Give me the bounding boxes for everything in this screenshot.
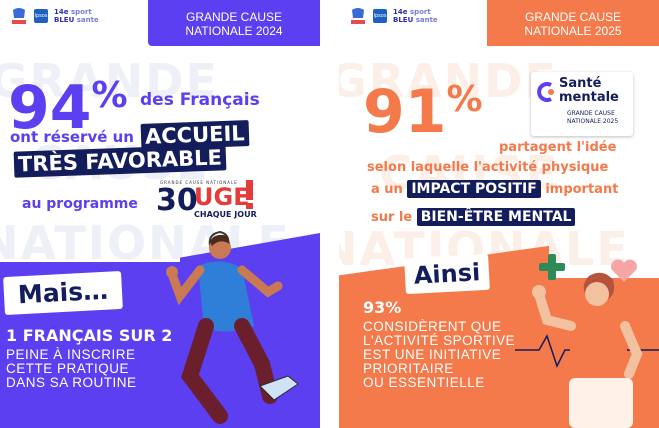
big-number: 94 [8, 73, 92, 143]
band-line-2: NATIONALE 2025 [524, 24, 622, 38]
big-percentage: 94% [8, 75, 128, 139]
stat-block: 1 FRANÇAIS SUR 2 PEINE À INSCRIRE CETTE … [6, 326, 172, 390]
stat-line-1: PEINE À INSCRIRE [6, 347, 136, 362]
line-b-text: ont réservé un [10, 128, 134, 146]
line-d-pre: sur le [371, 210, 413, 225]
ainsi-label: Ainsi [404, 253, 490, 295]
stat-line-5: OU ESSENTIELLE [363, 375, 485, 390]
sm-subtitle: GRANDE CAUSE NATIONALE 2025 [567, 110, 618, 126]
highlight-bien-etre-mental: BIEN-ÊTRE MENTAL [416, 208, 576, 226]
heart-icon [609, 258, 639, 284]
sm-title: Santé mentale [559, 77, 619, 105]
stat-line-4: PRIORITAIRE [363, 361, 454, 376]
stat-line-3: DANS SA ROUTINE [6, 375, 137, 390]
badge-word: UGE [194, 183, 250, 211]
sport-sante-logo: 14e sport BLEU sante [393, 8, 438, 24]
band-line-2: NATIONALE 2024 [185, 24, 283, 38]
sport-sante-logo: 14e sport BLEU sante [54, 8, 99, 24]
badge-top-text: GRANDE CAUSE NATIONALE [160, 180, 238, 185]
sm-title-1: Santé [559, 76, 602, 91]
band-line-1: GRANDE CAUSE [185, 10, 283, 24]
line-c-pre: a un [371, 182, 403, 197]
30-minutes-badge: GRANDE CAUSE NATIONALE 30 UGE CHAQUE JOU… [156, 180, 268, 226]
highlight-impact-positif: IMPACT POSITIF [407, 180, 541, 198]
partner-logos: Ipsos 14e sport BLEU sante [10, 6, 99, 26]
woman-flexing-illustration [509, 270, 659, 428]
headline-line-a: partagent l'idée [499, 140, 617, 155]
header-band: GRANDE CAUSE NATIONALE 2024 [148, 0, 320, 46]
stat-title: 1 FRANÇAIS SUR 2 [6, 326, 173, 345]
exclamation-icon [242, 180, 256, 210]
ministry-logo [349, 6, 367, 26]
sm-sub-2: NATIONALE 2025 [567, 118, 619, 125]
sante-mentale-badge: Santé mentale GRANDE CAUSE NATIONALE 202… [531, 72, 633, 136]
sm-sub-1: GRANDE CAUSE [567, 110, 615, 117]
headline-line-b: selon laquelle l'activité physique [367, 160, 609, 175]
ghost-word-1: GRANDE [339, 54, 558, 108]
header-band: GRANDE CAUSE NATIONALE 2025 [487, 0, 659, 46]
headline-line-c: a un IMPACT POSITIF important [371, 180, 618, 198]
big-percentage: 91% [363, 79, 483, 143]
runner-illustration [150, 226, 320, 426]
badge-number: 30 [156, 183, 198, 218]
stat-line-2: CETTE PRATIQUE [6, 361, 130, 376]
ipsos-logo: Ipsos [373, 9, 387, 23]
right-poster: GRANDE CAUSE NATIONALE Ipsos 14e sport B… [339, 0, 659, 428]
plus-icon [537, 252, 567, 282]
stat-line-3: EST UNE INITIATIVE [363, 347, 502, 362]
headline-line-d: au programme [22, 196, 138, 212]
ipsos-logo: Ipsos [34, 9, 48, 23]
stat-line-2: L'ACTIVITÉ SPORTIVE [363, 333, 516, 348]
sante-mentale-logo-icon [537, 82, 557, 102]
headline-line-d: sur le BIEN-ÊTRE MENTAL [371, 208, 576, 226]
percent-sign: % [446, 79, 483, 120]
band-line-1: GRANDE CAUSE [524, 10, 622, 24]
left-poster: GRANDE CAUSE NATIONALE Ipsos 14e sport B… [0, 0, 320, 428]
headline-line-c: TRÈS FAVORABLE [13, 144, 227, 178]
stat-number: 93% [363, 298, 402, 317]
ghost-word-1: GRANDE [0, 54, 219, 108]
big-number: 91 [363, 77, 447, 147]
ministry-logo [10, 6, 28, 26]
highlight-tres-favorable: TRÈS FAVORABLE [13, 144, 227, 178]
badge-bottom-text: CHAQUE JOUR [194, 210, 257, 219]
stat-line-1: CONSIDÈRENT QUE [363, 319, 502, 334]
stat-block: 93% CONSIDÈRENT QUE L'ACTIVITÉ SPORTIVE … [363, 298, 515, 390]
mais-label: Mais… [3, 270, 123, 316]
sm-title-2: mentale [559, 90, 619, 105]
percent-sign: % [91, 75, 128, 116]
headline-line-a: des Français [140, 90, 260, 110]
headline-line-b: ont réservé un ACCUEIL [10, 120, 250, 150]
line-c-post: important [545, 182, 619, 197]
partner-logos: Ipsos 14e sport BLEU sante [349, 6, 438, 26]
